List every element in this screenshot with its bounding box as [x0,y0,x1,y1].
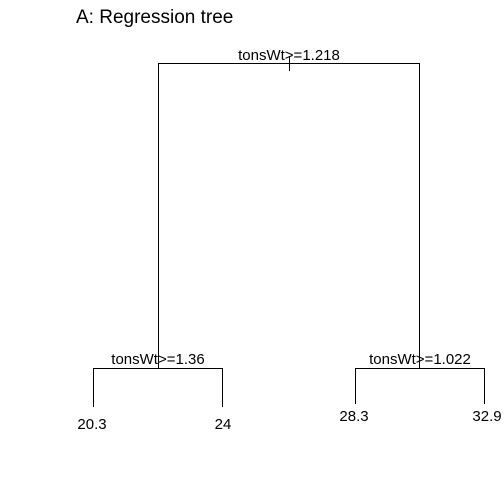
right-split-edges [355,368,485,404]
leaf-value: 32.9 [472,408,501,425]
leaf-value: 20.3 [77,416,106,433]
right-split-label: tonsWt>=1.022 [369,351,471,368]
leaf-value: 28.3 [339,408,368,425]
leaf-value: 24 [215,416,232,433]
figure-title: A: Regression tree [76,7,233,28]
root-split-label: tonsWt>=1.218 [238,47,340,64]
left-split-label: tonsWt>=1.36 [111,351,204,368]
root-split-edges [158,56,420,368]
left-split-edges [93,368,223,407]
